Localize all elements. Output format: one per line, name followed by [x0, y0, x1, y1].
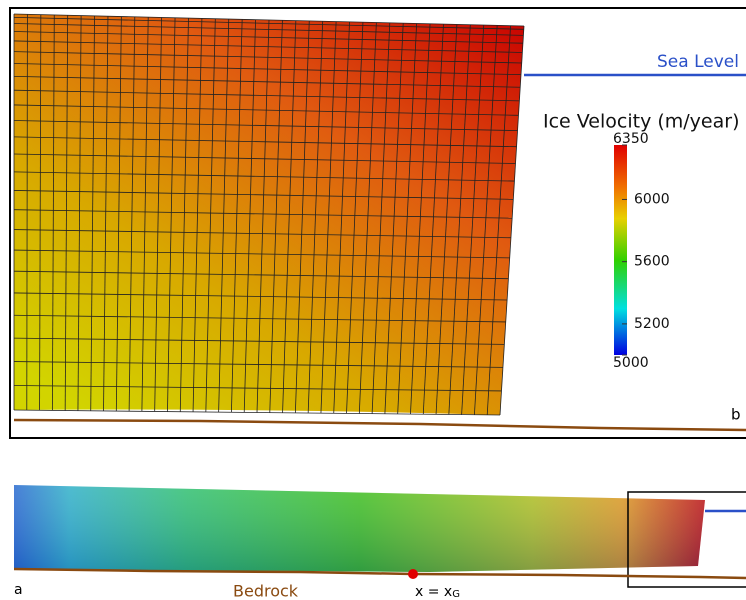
mesh-column — [26, 14, 28, 411]
grounding-point — [408, 569, 418, 579]
mesh-row — [13, 409, 501, 416]
sea-level-label: Sea Level — [657, 52, 739, 72]
colorbar-tick-label: 6350 — [613, 131, 649, 147]
mesh-row — [13, 63, 522, 76]
mesh-row — [13, 51, 522, 64]
mesh-column — [294, 20, 310, 413]
grounding-label: x = xG — [415, 584, 460, 600]
mesh-row — [13, 13, 525, 27]
mesh-column — [499, 25, 525, 416]
panel-label: b — [731, 406, 741, 424]
mesh-column — [320, 21, 337, 414]
bedrock-label: Bedrock — [233, 582, 299, 600]
mesh-column — [51, 14, 55, 411]
mesh-column — [486, 25, 511, 415]
mesh-column — [179, 18, 189, 412]
colorbar — [614, 145, 627, 355]
mesh-row — [13, 314, 506, 323]
grounding-text: x = x — [415, 584, 452, 600]
mesh-column — [77, 15, 82, 411]
mesh-row — [13, 385, 502, 392]
mesh-column — [90, 15, 95, 411]
mesh-column — [231, 19, 243, 413]
mesh-row — [13, 229, 511, 239]
mesh-column — [243, 19, 256, 413]
mesh-column — [397, 23, 418, 414]
grounding-subscript: G — [452, 589, 460, 600]
mesh-column — [115, 16, 122, 412]
mesh-row — [13, 270, 509, 280]
mesh-column — [358, 22, 377, 414]
mesh-row — [13, 292, 508, 301]
mesh-column — [461, 25, 485, 415]
mesh-column — [154, 17, 163, 412]
mesh-column — [64, 15, 69, 411]
mesh-column — [448, 24, 471, 415]
mesh-row — [13, 89, 520, 102]
mesh-column — [141, 17, 149, 412]
colorbar-title: Ice Velocity (m/year) — [543, 111, 739, 133]
mesh-row — [13, 190, 514, 200]
mesh-row — [13, 120, 518, 132]
mesh-column — [128, 16, 136, 412]
mesh-column — [282, 20, 297, 413]
mesh-row — [13, 75, 521, 88]
mesh-row — [13, 104, 519, 116]
mesh-column — [384, 23, 404, 414]
mesh-grid — [13, 13, 525, 416]
colorbar-tick-label: 5600 — [634, 254, 670, 270]
colorbar-tick-label: 5200 — [634, 316, 670, 332]
mesh-column — [435, 24, 458, 415]
mesh-row — [13, 40, 523, 53]
panel-label: a — [14, 582, 23, 598]
mesh-row — [13, 153, 516, 164]
mesh-row — [13, 337, 505, 345]
mesh-row — [13, 361, 503, 368]
mesh-column — [103, 16, 109, 411]
mesh-column — [39, 14, 42, 411]
mesh-column — [474, 25, 498, 415]
colorbar-tick-label: 5000 — [613, 355, 649, 371]
mesh-column — [269, 20, 283, 413]
ice-sheet-shade — [14, 485, 705, 572]
colorbar-tick-label: 6000 — [634, 191, 670, 207]
zoom-box — [627, 491, 746, 588]
mesh-column — [422, 24, 444, 415]
mesh-column — [410, 23, 431, 415]
mesh-column — [333, 21, 350, 414]
mesh-row — [13, 209, 513, 219]
panel-b-frame — [9, 7, 746, 439]
ice-mesh — [14, 14, 524, 415]
mesh-row — [13, 31, 523, 44]
mesh-column — [167, 17, 176, 412]
bedrock-line-b — [13, 418, 746, 432]
mesh-column — [346, 22, 364, 414]
mesh-column — [256, 19, 270, 413]
mesh-row — [13, 171, 515, 182]
mesh-column — [218, 19, 230, 413]
mesh-row — [13, 16, 524, 30]
mesh-column — [307, 21, 324, 414]
mesh-column — [205, 18, 216, 412]
mesh-row — [13, 136, 517, 148]
mesh-column — [371, 22, 391, 414]
mesh-column — [192, 18, 203, 412]
mesh-row — [13, 249, 510, 259]
mesh-row — [13, 23, 524, 36]
